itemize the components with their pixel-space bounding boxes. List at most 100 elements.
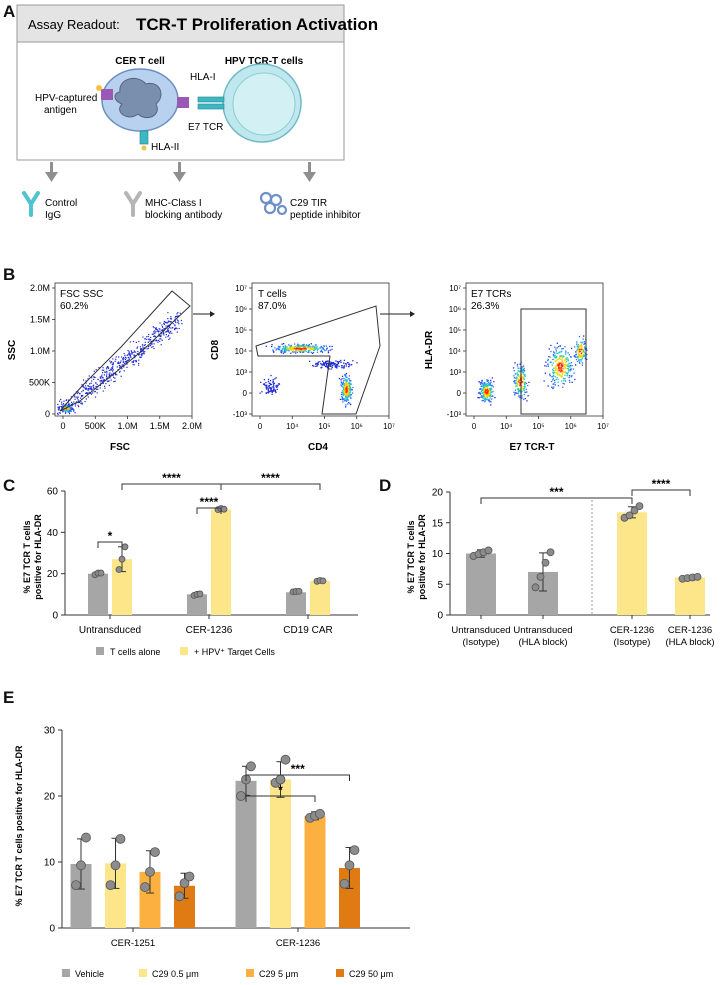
event-dot xyxy=(163,322,165,324)
event-dot xyxy=(88,375,90,377)
flow-density-dots xyxy=(259,343,358,408)
event-dot xyxy=(296,348,298,350)
event-dot xyxy=(126,354,128,356)
event-dot xyxy=(580,344,582,346)
x-category-label: Untransduced xyxy=(451,625,510,636)
event-dot xyxy=(337,362,340,365)
event-dot xyxy=(490,379,492,382)
event-dot xyxy=(517,390,520,392)
event-dot xyxy=(121,364,123,366)
event-dot xyxy=(154,332,156,334)
event-dot xyxy=(140,349,143,351)
event-dot xyxy=(106,366,108,369)
event-dot xyxy=(60,403,63,405)
event-dot xyxy=(347,392,350,395)
x-tick-label: 1.0M xyxy=(117,421,137,431)
data-point xyxy=(118,555,126,563)
event-dot xyxy=(342,394,344,397)
event-dot xyxy=(265,384,267,386)
event-dot xyxy=(165,334,167,336)
event-dot xyxy=(335,363,337,366)
event-dot xyxy=(291,346,293,348)
event-dot xyxy=(485,392,487,394)
event-dot xyxy=(560,369,562,371)
event-dot xyxy=(565,371,567,373)
event-dot xyxy=(330,368,332,370)
event-dot xyxy=(566,356,568,359)
event-dot xyxy=(556,368,558,370)
significance-bracket xyxy=(196,507,222,514)
event-dot xyxy=(340,359,342,362)
event-dot xyxy=(488,393,491,395)
event-dot xyxy=(134,355,136,357)
event-dot xyxy=(312,346,314,348)
event-dot xyxy=(141,354,143,356)
event-dot xyxy=(549,356,551,358)
event-dot xyxy=(77,404,79,406)
event-dot xyxy=(317,364,319,366)
event-dot xyxy=(560,367,562,369)
gate-arrow-head-2 xyxy=(410,311,415,317)
event-dot xyxy=(110,362,112,364)
event-dot xyxy=(321,351,324,353)
event-dot xyxy=(114,360,116,362)
event-dot xyxy=(484,400,486,403)
event-dot xyxy=(63,400,65,402)
event-dot xyxy=(283,343,285,345)
bar-vehicle xyxy=(70,863,92,928)
event-dot xyxy=(94,390,96,393)
event-dot xyxy=(106,365,109,368)
data-point xyxy=(625,511,634,520)
event-dot xyxy=(574,356,576,358)
event-dot xyxy=(272,386,275,388)
event-dot xyxy=(133,361,135,363)
event-dot xyxy=(481,383,484,385)
event-dot xyxy=(336,365,338,368)
event-dot xyxy=(484,382,486,384)
event-dot xyxy=(558,364,560,366)
event-dot xyxy=(512,367,515,369)
event-dot xyxy=(163,334,165,336)
event-dot xyxy=(579,355,581,357)
event-dot xyxy=(515,379,517,382)
event-dot xyxy=(480,390,482,393)
event-dot xyxy=(158,328,160,330)
event-dot xyxy=(567,358,569,360)
event-dot xyxy=(513,377,516,379)
event-dot xyxy=(95,386,97,388)
event-dot xyxy=(298,344,301,347)
event-dot xyxy=(345,383,347,385)
event-dot xyxy=(81,403,83,405)
event-dot xyxy=(140,350,142,352)
event-dot xyxy=(552,379,554,381)
event-dot xyxy=(583,346,586,348)
event-dot xyxy=(348,384,351,386)
event-dot xyxy=(86,392,89,394)
event-dot xyxy=(581,342,583,344)
event-dot xyxy=(559,363,562,365)
event-dot xyxy=(96,388,98,390)
event-dot xyxy=(316,351,319,353)
event-dot xyxy=(66,409,68,412)
event-dot xyxy=(329,345,331,348)
event-dot xyxy=(306,346,308,348)
event-dot xyxy=(346,391,348,393)
gate-2-name: T cells xyxy=(258,289,287,300)
event-dot xyxy=(568,362,570,364)
event-dot xyxy=(478,397,480,399)
event-dot xyxy=(71,408,73,411)
event-dot xyxy=(513,391,515,393)
event-dot xyxy=(562,386,564,388)
event-dot xyxy=(66,409,68,411)
event-dot xyxy=(349,395,351,397)
event-dot xyxy=(326,348,328,350)
event-dot xyxy=(491,385,493,387)
event-dot xyxy=(490,401,492,403)
event-dot xyxy=(139,356,142,359)
event-dot xyxy=(345,376,347,378)
gate-3-name: E7 TCRs xyxy=(471,289,511,300)
event-dot xyxy=(102,367,104,369)
event-dot xyxy=(315,365,317,367)
event-dot xyxy=(307,345,309,347)
event-dot xyxy=(549,373,551,375)
